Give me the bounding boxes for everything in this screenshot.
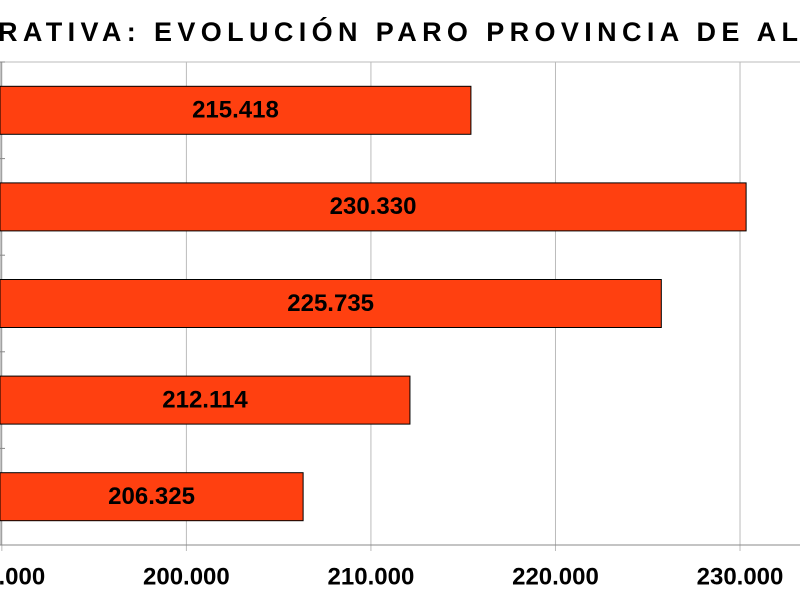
x-tick-label: 210.000 (328, 563, 415, 590)
bar (0, 375, 411, 425)
value-label: 206.325 (108, 483, 195, 510)
bar (0, 279, 662, 328)
x-tick-label: 220.000 (512, 563, 599, 590)
value-label: 212.114 (162, 386, 248, 413)
bar (0, 182, 747, 232)
x-tick-label: 190.000 (0, 563, 45, 590)
x-tick-label: 230.000 (697, 563, 784, 590)
value-label: 230.330 (330, 193, 417, 220)
bar (0, 85, 472, 135)
value-label: 215.418 (192, 97, 279, 124)
x-tick-label: 200.000 (143, 563, 230, 590)
bar (0, 472, 304, 522)
value-label: 225.735 (287, 290, 374, 317)
chart-title: RATIVA: EVOLUCIÓN PARO PROVINCIA DE AL (0, 16, 798, 47)
